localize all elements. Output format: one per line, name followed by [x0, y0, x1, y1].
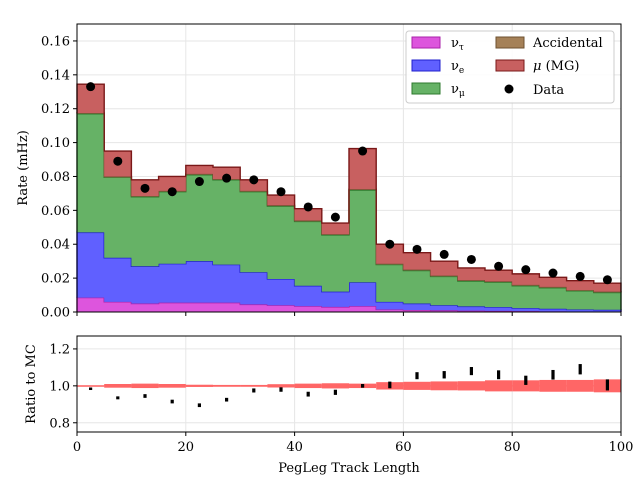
- legend-swatch-nu-tau: [411, 36, 441, 49]
- ratio-point: [605, 379, 609, 391]
- data-point: [194, 177, 204, 187]
- data-point: [385, 239, 395, 249]
- ratio-y-axis-label: Ratio to MC: [24, 344, 39, 424]
- ratio-point: [279, 387, 283, 392]
- main-y-tick-label: 0.02: [41, 272, 70, 287]
- stack-fill-1: [77, 232, 621, 312]
- x-tick-label: 60: [395, 440, 412, 455]
- ratio-point: [415, 372, 419, 380]
- main-y-tick-label: 0.08: [41, 170, 70, 185]
- x-tick-label: 100: [609, 440, 634, 455]
- ratio-point: [143, 394, 147, 398]
- legend-label-nu-mu: νμ: [451, 82, 465, 99]
- main-axes-frame: [76, 23, 622, 313]
- ratio-point: [442, 371, 446, 379]
- data-point: [575, 271, 585, 281]
- legend-label-accidental: Accidental: [532, 36, 603, 51]
- ratio-point: [306, 391, 310, 397]
- data-point: [86, 82, 96, 92]
- ratio-point: [578, 364, 582, 375]
- ratio-point: [252, 388, 256, 393]
- ratio-x-ticks: 0 20 40 60 80 100: [73, 432, 634, 455]
- legend-swatch-accidental: [495, 36, 525, 49]
- main-y-tick-label: 0.06: [41, 204, 70, 219]
- data-point: [602, 275, 612, 285]
- ratio-y-ticks: 0.8 1.0 1.2: [49, 342, 77, 431]
- data-point: [140, 183, 150, 193]
- main-y-tick-label: 0.16: [41, 34, 70, 49]
- main-y-ticks: 0.00 0.02 0.04 0.06 0.08 0.10 0.12 0.14 0.16: [41, 34, 77, 321]
- legend-label-nu-tau: ντ: [451, 36, 464, 53]
- data-point: [222, 173, 232, 183]
- data-point: [439, 249, 449, 259]
- data-point: [167, 187, 177, 197]
- data-points: [86, 82, 612, 285]
- data-point: [494, 261, 504, 271]
- ratio-panel: 0.8 1.0 1.2 0 20 40 60 80 100 Ratio to MC PegLe…: [24, 335, 634, 476]
- ratio-point: [469, 367, 473, 376]
- main-y-tick-label: 0.10: [41, 136, 70, 151]
- x-tick-label: 20: [178, 440, 195, 455]
- main-y-axis-label: Rate (mHz): [16, 130, 31, 206]
- data-point: [548, 268, 558, 278]
- main-histogram-panel: 0.00 0.02 0.04 0.06 0.08 0.10 0.12 0.14 0.16 Rat…: [16, 23, 622, 321]
- x-tick-label: 40: [286, 440, 303, 455]
- x-axis-label: PegLeg Track Length: [278, 461, 420, 476]
- legend: ντ νe νμ Accidental μ (MG) Data: [405, 30, 615, 104]
- ratio-point: [333, 389, 337, 395]
- ratio-point: [524, 375, 528, 385]
- ratio-point: [551, 369, 555, 380]
- ratio-point: [388, 381, 392, 389]
- stack-edge-4: [76, 83, 622, 292]
- stack-fill-0: [77, 297, 621, 312]
- ratio-point: [116, 396, 120, 400]
- data-point: [412, 244, 422, 254]
- ratio-axes-frame: [76, 335, 622, 433]
- data-point: [113, 156, 123, 166]
- ratio-point: [170, 399, 174, 404]
- legend-label-mu-mg: μ (MG): [533, 59, 579, 74]
- legend-label-nu-e: νe: [451, 59, 464, 76]
- main-y-tick-label: 0.14: [41, 68, 70, 83]
- main-y-tick-label: 0.12: [41, 102, 70, 117]
- x-tick-label: 80: [504, 440, 521, 455]
- data-point: [330, 212, 340, 222]
- legend-label-data: Data: [533, 83, 564, 98]
- legend-swatch-nu-e: [411, 59, 441, 72]
- x-tick-label: 0: [73, 440, 81, 455]
- ratio-y-tick-label: 0.8: [49, 416, 70, 431]
- ratio-y-tick-label: 1.0: [49, 379, 70, 394]
- ratio-point: [197, 403, 201, 408]
- ratio-point: [89, 387, 93, 391]
- data-point: [303, 202, 313, 212]
- data-point: [466, 254, 476, 264]
- stacked-histogram: [76, 83, 622, 313]
- legend-swatch-mu-mg: [495, 59, 525, 72]
- ratio-points: [89, 364, 609, 408]
- main-y-tick-label: 0.04: [41, 238, 70, 253]
- ratio-y-tick-label: 1.2: [49, 342, 70, 357]
- legend-swatch-nu-mu: [411, 82, 441, 95]
- data-point: [249, 175, 259, 185]
- data-point: [521, 265, 531, 275]
- data-point: [358, 146, 368, 156]
- data-point: [276, 187, 286, 197]
- main-y-tick-label: 0.00: [41, 306, 70, 321]
- ratio-point: [497, 370, 501, 380]
- ratio-point: [225, 397, 229, 402]
- main-x-ticks: [76, 312, 622, 316]
- ratio-point: [361, 384, 365, 388]
- legend-marker-data: [504, 84, 514, 94]
